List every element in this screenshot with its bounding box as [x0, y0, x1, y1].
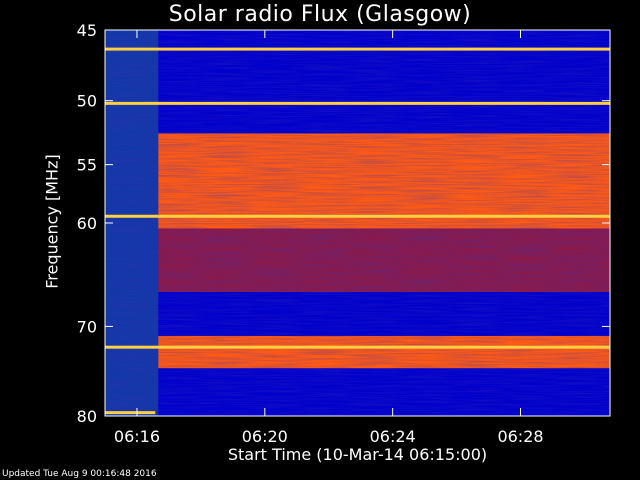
chart-title: Solar radio Flux (Glasgow) [168, 2, 472, 27]
y-tick-label: 45 [77, 21, 97, 40]
y-tick-label: 55 [77, 156, 97, 175]
texture-overlay [105, 30, 610, 416]
x-tick-label: 06:16 [114, 427, 160, 446]
y-tick-label: 80 [77, 407, 97, 426]
y-tick-label: 50 [77, 92, 97, 111]
bright-band-line [105, 411, 156, 415]
x-tick-label: 06:28 [497, 427, 543, 446]
x-tick-label: 06:24 [370, 427, 416, 446]
spectrogram-plot-area [105, 30, 611, 416]
x-tick-label: 06:20 [242, 427, 288, 446]
y-axis-label: Frequency [MHz] [42, 154, 62, 289]
updated-timestamp: Updated Tue Aug 9 00:16:48 2016 [2, 469, 157, 479]
bright-band-line [105, 47, 610, 51]
y-tick-label: 70 [77, 317, 97, 336]
y-tick-label: 60 [77, 214, 97, 233]
bright-band-line [105, 345, 610, 349]
bright-band-line [105, 101, 610, 105]
x-axis-label: Start Time (10-Mar-14 06:15:00) [227, 445, 488, 464]
axes: 45 50 55 60 70 80 06:16 06:20 06:24 06:28 [77, 21, 611, 446]
bright-band-line [105, 214, 610, 218]
